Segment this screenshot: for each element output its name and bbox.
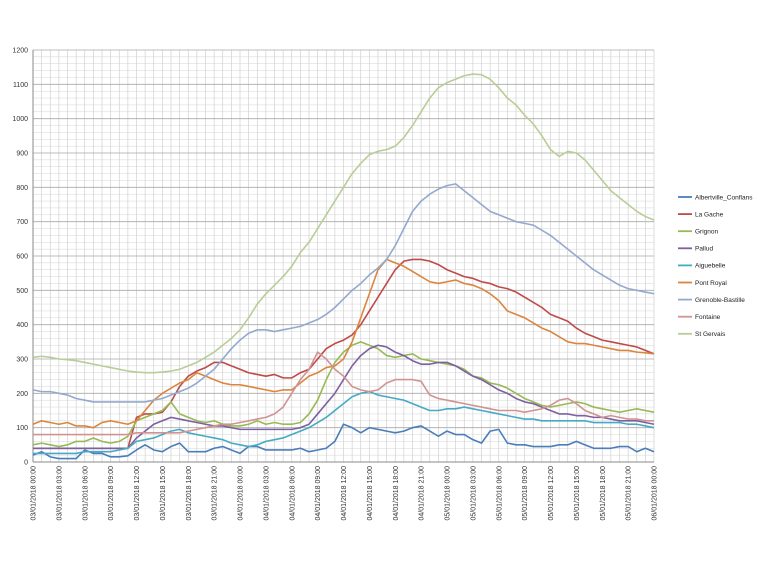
x-tick-label: 04/01/2018 12:00 (341, 466, 348, 521)
x-tick-label: 03/01/2018 09:00 (108, 466, 115, 521)
x-tick-label: 05/01/2018 18:00 (600, 466, 607, 521)
x-tick-label: 05/01/2018 03:00 (470, 466, 477, 521)
x-tick-label: 04/01/2018 18:00 (393, 466, 400, 521)
x-tick-label: 05/01/2018 06:00 (496, 466, 503, 521)
x-tick-label: 04/01/2018 00:00 (238, 466, 245, 521)
x-tick-label: 05/01/2018 15:00 (574, 466, 581, 521)
legend-label-albertville-conflans: Albertville_Conflans (695, 194, 753, 201)
x-tick-label: 06/01/2018 00:00 (652, 466, 659, 521)
series-line-pallud (33, 344, 655, 450)
x-tick-label: 05/01/2018 12:00 (548, 466, 555, 521)
y-tick-label: 500 (16, 288, 28, 295)
legend-label-la-gache: La Gache (695, 211, 724, 218)
y-tick-label: 100 (16, 425, 28, 432)
y-tick-label: 300 (16, 357, 28, 364)
x-tick-label: 05/01/2018 09:00 (522, 466, 529, 521)
y-tick-label: 200 (16, 391, 28, 398)
y-tick-label: 1000 (12, 116, 28, 123)
x-tick-label: 04/01/2018 21:00 (419, 466, 426, 521)
x-tick-label: 04/01/2018 09:00 (315, 466, 322, 521)
x-tick-label: 04/01/2018 03:00 (263, 466, 270, 521)
y-tick-label: 1100 (13, 82, 28, 89)
legend: Albertville_Conflans La Gache Grignon Pallu… (678, 194, 753, 338)
y-axis-tick-labels: 0 100 200 300 400 500 600 700 800 900 1000 1100 1200 (12, 48, 28, 467)
y-tick-label: 900 (16, 151, 28, 158)
y-tick-label: 400 (16, 322, 28, 329)
y-tick-label: 600 (16, 254, 28, 261)
series-line-albertville-conflans (32, 423, 655, 460)
y-tick-label: 700 (16, 219, 28, 226)
x-tick-label: 03/01/2018 06:00 (82, 466, 89, 521)
x-tick-label: 04/01/2018 06:00 (289, 466, 296, 521)
legend-label-grignon: Grignon (695, 229, 719, 236)
legend-label-pallud: Pallud (695, 246, 713, 253)
legend-label-st-gervais: St Gervais (695, 331, 726, 338)
series-line-aiguebelle (33, 390, 655, 455)
series-line-pont-royal (32, 258, 655, 429)
y-tick-label: 0 (24, 460, 28, 467)
series-line-fontaine (33, 351, 654, 436)
legend-label-pont-royal: Pont Royal (695, 280, 727, 287)
y-tick-label: 1200 (12, 48, 28, 55)
x-tick-label: 04/01/2018 15:00 (367, 466, 374, 521)
x-tick-label: 03/01/2018 21:00 (212, 466, 219, 521)
x-tick-label: 03/01/2018 15:00 (160, 466, 167, 521)
series-line-la-gache (33, 258, 655, 450)
series-lines (32, 73, 655, 460)
x-tick-label: 05/01/2018 21:00 (626, 466, 633, 521)
series-line-st-gervais (32, 73, 655, 374)
x-tick-label: 03/01/2018 12:00 (134, 466, 141, 521)
legend-label-aiguebelle: Aiguebelle (695, 263, 726, 270)
legend-label-grenoble-bastille: Grenoble-Bastille (695, 297, 745, 304)
y-tick-label: 800 (16, 185, 28, 192)
x-tick-label: 05/01/2018 00:00 (445, 466, 452, 521)
x-tick-label: 03/01/2018 00:00 (31, 466, 38, 521)
series-line-grenoble-bastille (32, 183, 655, 403)
legend-label-fontaine: Fontaine (695, 314, 721, 321)
axes (32, 50, 654, 463)
x-tick-label: 03/01/2018 18:00 (186, 466, 193, 521)
x-axis-tick-labels: 03/01/2018 00:00 03/01/2018 03:00 03/01/20… (31, 466, 659, 521)
x-tick-label: 03/01/2018 03:00 (56, 466, 63, 521)
